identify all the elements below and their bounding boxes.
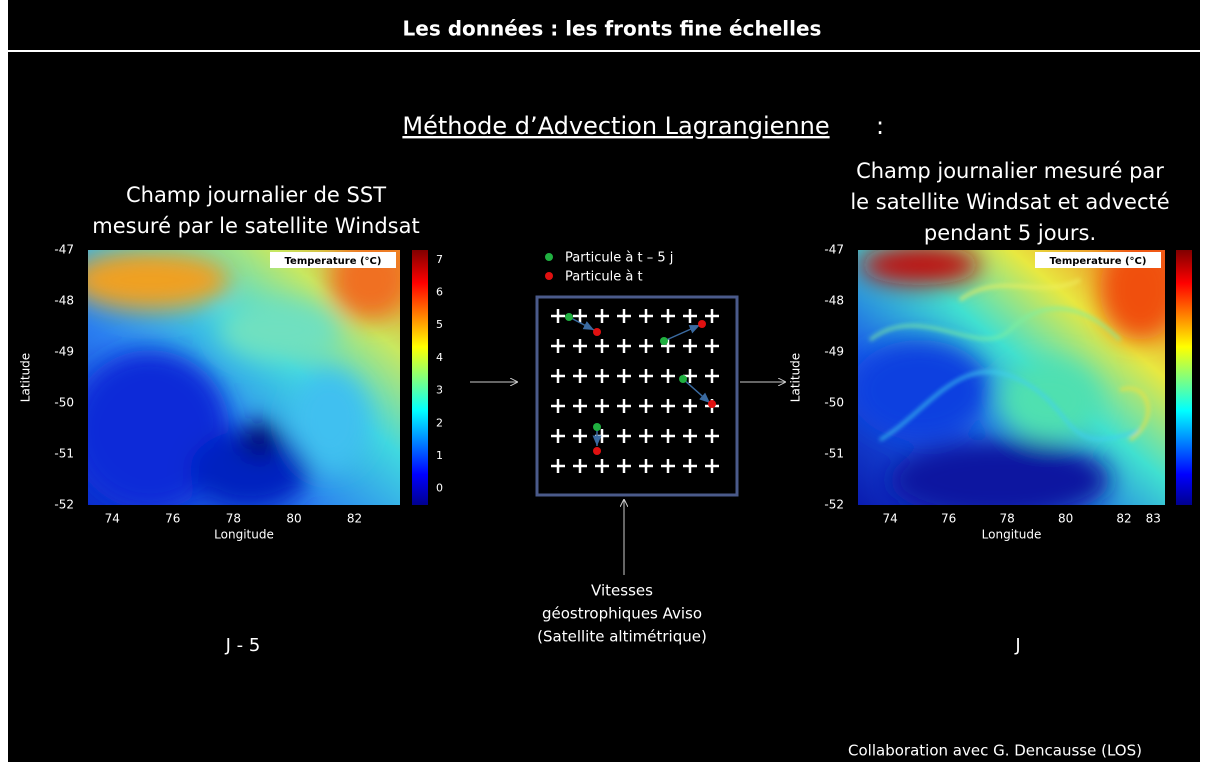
- panel-title: mesuré par le satellite Windsat: [92, 214, 419, 238]
- footer: Collaboration avec G. Dencausse (LOS): [848, 742, 1142, 760]
- panel-caption: J: [1014, 635, 1020, 656]
- slide: Les données : les fronts fine échelles M…: [0, 0, 1206, 762]
- note: géostrophiques Aviso: [542, 605, 702, 623]
- y-tick-label: -51: [54, 447, 74, 461]
- y-tick-label: -47: [54, 243, 74, 257]
- x-tick-label: 82: [347, 512, 362, 526]
- colorbar-tick-label: 1: [436, 449, 443, 462]
- colorbar-label: Temperature (°C): [1050, 256, 1147, 267]
- x-tick-label: 83: [1146, 512, 1161, 526]
- legend-label: Particule à t – 5 j: [565, 251, 673, 266]
- x-tick-label: 76: [941, 512, 956, 526]
- y-tick-label: -51: [824, 447, 844, 461]
- colorbar-label: Temperature (°C): [285, 256, 382, 267]
- colorbar: [1176, 250, 1192, 505]
- colorbar-tick-label: 0: [1200, 482, 1206, 495]
- legend-label: Particule à t: [565, 270, 643, 285]
- x-axis-label: Longitude: [214, 528, 274, 542]
- colorbar-tick-label: 1: [1200, 449, 1206, 462]
- y-tick-label: -49: [54, 345, 74, 359]
- heatmap-left: [70, 240, 410, 510]
- colorbar-tick-label: 7: [1200, 253, 1206, 266]
- colorbar-tick-label: 4: [436, 351, 443, 364]
- legend-dot: [545, 272, 553, 280]
- x-tick-label: 74: [883, 512, 898, 526]
- x-tick-label: 74: [105, 512, 120, 526]
- y-tick-label: -48: [54, 294, 74, 308]
- panel-title: Champ journalier mesuré par: [856, 159, 1164, 183]
- note: Vitesses: [591, 582, 653, 600]
- x-tick-label: 78: [226, 512, 241, 526]
- y-tick-label: -50: [54, 396, 74, 410]
- colorbar-tick-label: 3: [436, 384, 443, 397]
- colorbar-tick-label: 5: [436, 318, 443, 331]
- x-tick-label: 76: [165, 512, 180, 526]
- colorbar: [412, 250, 428, 505]
- y-tick-label: -49: [824, 345, 844, 359]
- y-tick-label: -47: [824, 243, 844, 257]
- y-axis-label: Latitude: [19, 353, 33, 402]
- colorbar-tick-label: 7: [436, 253, 443, 266]
- colorbar-tick-label: 0: [436, 482, 443, 495]
- x-tick-label: 80: [1058, 512, 1073, 526]
- y-axis-label: Latitude: [789, 353, 803, 402]
- y-tick-label: -48: [824, 294, 844, 308]
- panel-title: le satellite Windsat et advecté: [850, 190, 1169, 214]
- x-tick-label: 82: [1116, 512, 1131, 526]
- y-tick-label: -50: [824, 396, 844, 410]
- legend-dot: [545, 253, 553, 261]
- colorbar-tick-label: 2: [436, 416, 443, 429]
- method-title: Méthode d’Advection Lagrangienne: [402, 112, 829, 140]
- panel-title: pendant 5 jours.: [924, 221, 1096, 245]
- x-axis-label: Longitude: [982, 528, 1042, 542]
- colorbar-tick-label: 3: [1200, 384, 1206, 397]
- x-tick-label: 80: [286, 512, 301, 526]
- heatmap-right: [850, 240, 1180, 520]
- x-tick-label: 78: [999, 512, 1014, 526]
- panel-title: Champ journalier de SST: [126, 183, 386, 207]
- header-title: Les données : les fronts fine échelles: [403, 17, 822, 41]
- colorbar-tick-label: 6: [436, 286, 443, 299]
- y-tick-label: -52: [54, 498, 74, 512]
- panel-caption: J - 5: [225, 635, 261, 656]
- y-tick-label: -52: [824, 498, 844, 512]
- colorbar-tick-label: 5: [1200, 318, 1206, 331]
- colorbar-tick-label: 2: [1200, 416, 1206, 429]
- colorbar-tick-label: 6: [1200, 286, 1206, 299]
- note: (Satellite altimétrique): [537, 628, 707, 646]
- method-suffix: :: [876, 112, 884, 140]
- colorbar-tick-label: 4: [1200, 351, 1206, 364]
